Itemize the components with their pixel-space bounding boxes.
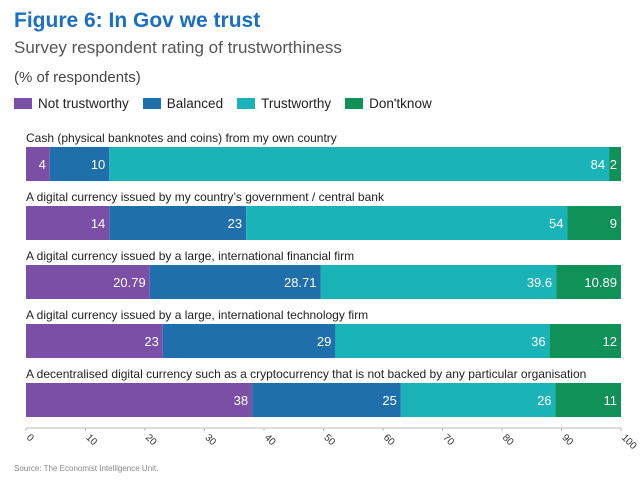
data-label: 9 (610, 216, 617, 231)
bar-balanced (149, 265, 321, 299)
bar-don-tknow (556, 265, 621, 299)
data-label: 54 (549, 216, 563, 231)
x-tick-label: 70 (440, 432, 456, 448)
data-label: 84 (591, 157, 605, 172)
data-label: 26 (537, 393, 551, 408)
legend-item-dont-know: Don'tknow (345, 96, 432, 111)
legend-label: Balanced (166, 96, 224, 111)
legend-item-trustworthy: Trustworthy (237, 96, 331, 111)
bar-trustworthy (400, 383, 556, 417)
data-label: 10 (91, 157, 105, 172)
bar-not-trustworthy (26, 324, 163, 358)
bar-trustworthy (335, 324, 550, 358)
chart-subtitle: Survey respondent rating of trustworthin… (14, 38, 342, 57)
chart-title: Figure 6: In Gov we trust (14, 9, 261, 32)
category-label: A digital currency issued by a large, in… (26, 308, 368, 322)
x-tick-label: 40 (262, 432, 278, 448)
bar-trustworthy (320, 265, 557, 299)
x-tick-label: 50 (321, 432, 337, 448)
x-tick-label: 80 (500, 432, 516, 448)
unit-label: (% of respondents) (14, 69, 141, 86)
bar-not-trustworthy (26, 206, 110, 240)
data-label: 4 (39, 157, 46, 172)
bar-don-tknow (555, 383, 621, 417)
data-label: 38 (234, 393, 248, 408)
data-label: 2 (610, 157, 617, 172)
legend-item-balanced: Balanced (142, 96, 224, 111)
data-label: 10.89 (584, 275, 617, 290)
legend-swatch (14, 98, 32, 109)
data-label: 29 (317, 334, 331, 349)
data-label: 25 (382, 393, 396, 408)
data-label: 28.71 (284, 275, 317, 290)
data-label: 36 (531, 334, 545, 349)
source-note: Source: The Economist Intelligence Unit. (14, 464, 159, 473)
data-label: 20.79 (113, 275, 146, 290)
x-tick-label: 20 (143, 432, 159, 448)
category-label: Cash (physical banknotes and coins) from… (26, 131, 337, 145)
x-tick-label: 100 (619, 432, 639, 452)
x-tick-label: 90 (559, 432, 575, 448)
bar-trustworthy (246, 206, 568, 240)
legend-swatch (345, 98, 364, 109)
legend-label: Don'tknow (369, 96, 432, 111)
bar-balanced (162, 324, 336, 358)
legend-swatch (142, 98, 161, 109)
category-label: A digital currency issued by my country’… (26, 190, 385, 204)
bar-balanced (252, 383, 401, 417)
bar-don-tknow (609, 147, 621, 181)
legend-label: Trustworthy (261, 96, 332, 111)
bar-balanced (109, 206, 247, 240)
bar-trustworthy (109, 147, 610, 181)
bar-not-trustworthy (26, 147, 50, 181)
data-label: 39.6 (527, 275, 552, 290)
bar-balanced (49, 147, 110, 181)
data-label: 14 (91, 216, 105, 231)
legend: Not trustworthy Balanced Trustworthy Don… (14, 96, 432, 111)
legend-label: Not trustworthy (38, 96, 129, 111)
bar-not-trustworthy (26, 265, 150, 299)
bar-don-tknow (549, 324, 621, 358)
category-label: A digital currency issued by a large, in… (26, 249, 354, 263)
data-label: 23 (144, 334, 158, 349)
data-label: 12 (603, 334, 617, 349)
x-tick-label: 60 (381, 432, 397, 448)
legend-swatch (237, 98, 256, 109)
data-label: 23 (228, 216, 242, 231)
x-tick-label: 30 (202, 432, 218, 448)
data-label: 11 (604, 393, 618, 408)
bar-not-trustworthy (26, 383, 253, 417)
bar-don-tknow (567, 206, 621, 240)
legend-item-not-trustworthy: Not trustworthy (14, 96, 129, 111)
category-label: A decentralised digital currency such as… (26, 367, 586, 381)
x-tick-label: 10 (83, 432, 99, 448)
x-tick-label: 0 (24, 432, 36, 444)
